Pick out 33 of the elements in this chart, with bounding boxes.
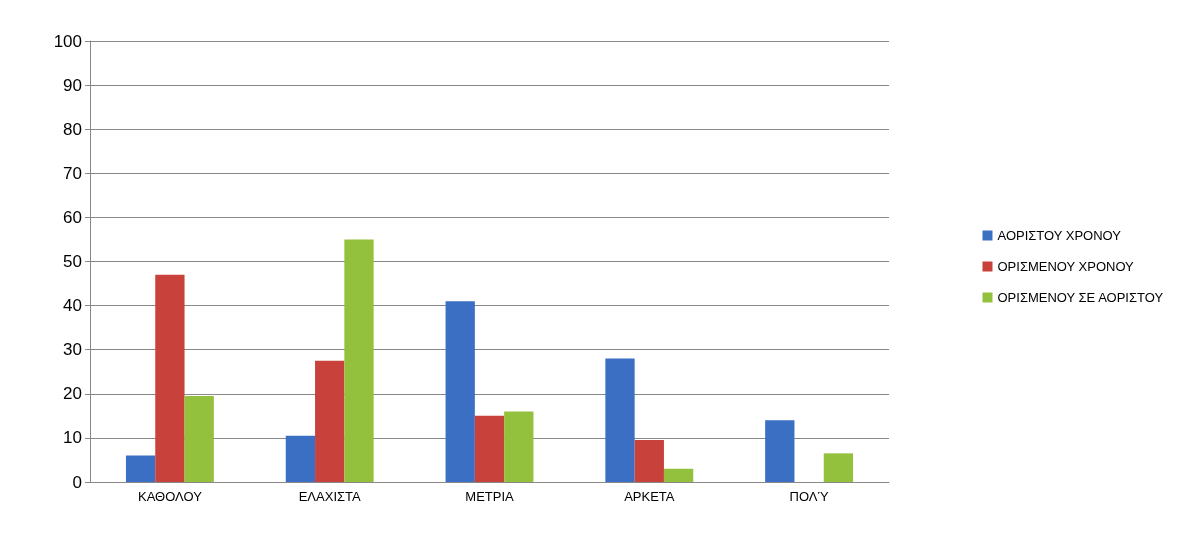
y-tick-label: 50	[63, 252, 82, 271]
y-tick-label: 80	[63, 119, 82, 139]
y-tick-label: 100	[53, 31, 82, 51]
bar	[823, 453, 854, 482]
x-tick-label: ΕΛΑΧΙΣΤΑ	[298, 489, 362, 504]
y-tick-label: 60	[63, 207, 82, 227]
bar	[285, 435, 316, 482]
y-tick-label: 0	[72, 472, 82, 492]
bar	[315, 360, 345, 482]
legend-label: ΑΟΡΙΣΤΟΥ ΧΡΟΝΟΥ	[997, 228, 1122, 243]
y-tick-label: 70	[63, 163, 82, 183]
bar	[125, 455, 156, 482]
legend-label: ΟΡΙΣΜΕΝΟΥ ΧΡΟΝΟΥ	[997, 259, 1135, 274]
bar	[155, 274, 185, 482]
bar	[605, 358, 635, 482]
y-tick-label: 40	[63, 296, 82, 316]
bar	[344, 239, 374, 482]
y-tick-label: 10	[63, 428, 82, 448]
x-tick-label: ΠΟΛΎ	[789, 489, 829, 504]
bar	[634, 440, 664, 482]
bar	[765, 420, 795, 482]
bar	[445, 301, 475, 482]
bar	[474, 415, 505, 482]
y-tick-label: 20	[63, 384, 82, 404]
y-tick-label: 30	[63, 340, 82, 360]
legend-label: ΟΡΙΣΜΕΝΟΥ ΣΕ ΑΟΡΙΣΤΟΥ	[997, 290, 1164, 305]
bar	[184, 396, 214, 482]
x-tick-label: ΚΑΘΟΛΟΥ	[137, 489, 203, 504]
x-tick-label: ΜΕΤΡΙΑ	[465, 489, 515, 504]
x-tick-label: ΑΡΚΕΤΑ	[624, 489, 675, 504]
y-tick-label: 90	[63, 75, 82, 95]
bar	[504, 411, 534, 482]
bar	[663, 468, 694, 482]
